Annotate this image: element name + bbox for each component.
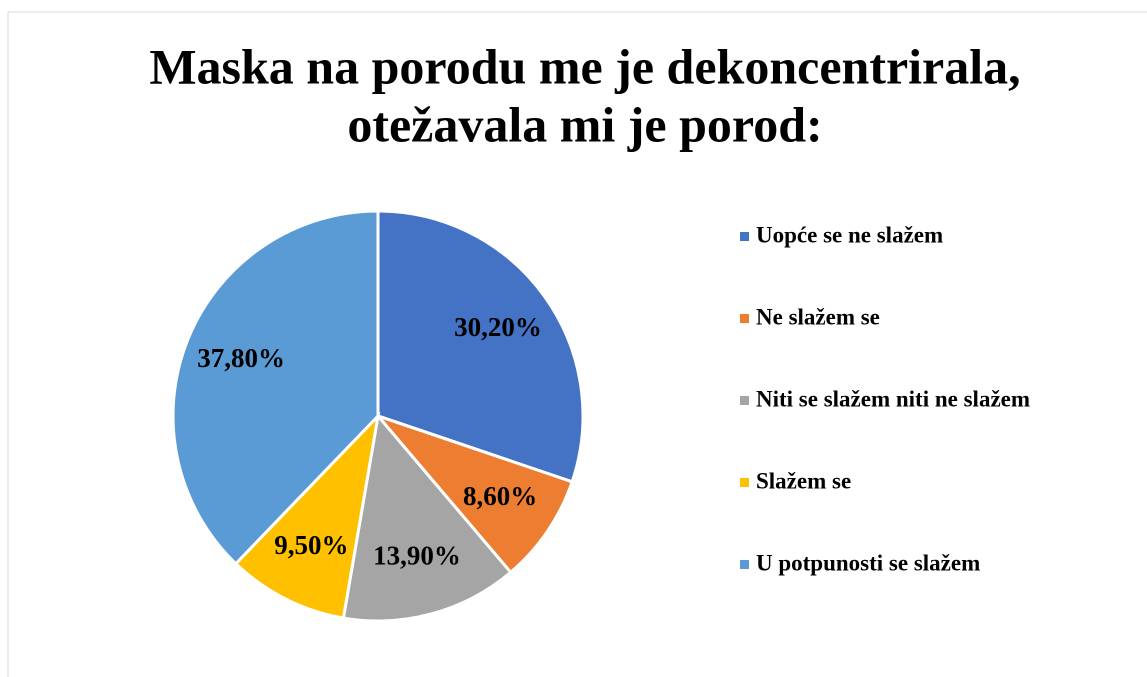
chart-title: otežavala mi je porod: xyxy=(347,96,822,152)
legend-swatch xyxy=(740,560,749,569)
legend-label: Slažem se xyxy=(756,468,851,493)
data-label: 37,80% xyxy=(197,343,285,373)
pie-slice xyxy=(233,411,381,620)
legend-swatch xyxy=(740,396,749,405)
data-label: 9,50% xyxy=(274,530,348,560)
pie-slice xyxy=(373,412,575,575)
data-label: 8,60% xyxy=(463,481,537,511)
legend-label: Niti se slažem niti ne slažem xyxy=(756,386,1030,411)
legend-label: U potpunosti se slažem xyxy=(756,550,980,575)
legend-label: Ne slažem se xyxy=(756,304,880,329)
chart-title: Maska na porodu me je dekoncentrirala, xyxy=(149,38,1020,94)
legend-swatch xyxy=(740,232,749,241)
data-label: 30,20% xyxy=(454,312,542,342)
pie-slice xyxy=(341,412,513,623)
legend-label: Uopće se ne slažem xyxy=(756,222,943,247)
legend-swatch xyxy=(740,314,749,323)
legend-swatch xyxy=(740,478,749,487)
pie-slice xyxy=(171,209,380,566)
data-label: 13,90% xyxy=(373,541,461,571)
chart-frame xyxy=(7,11,1147,677)
pie-slice xyxy=(376,209,585,484)
